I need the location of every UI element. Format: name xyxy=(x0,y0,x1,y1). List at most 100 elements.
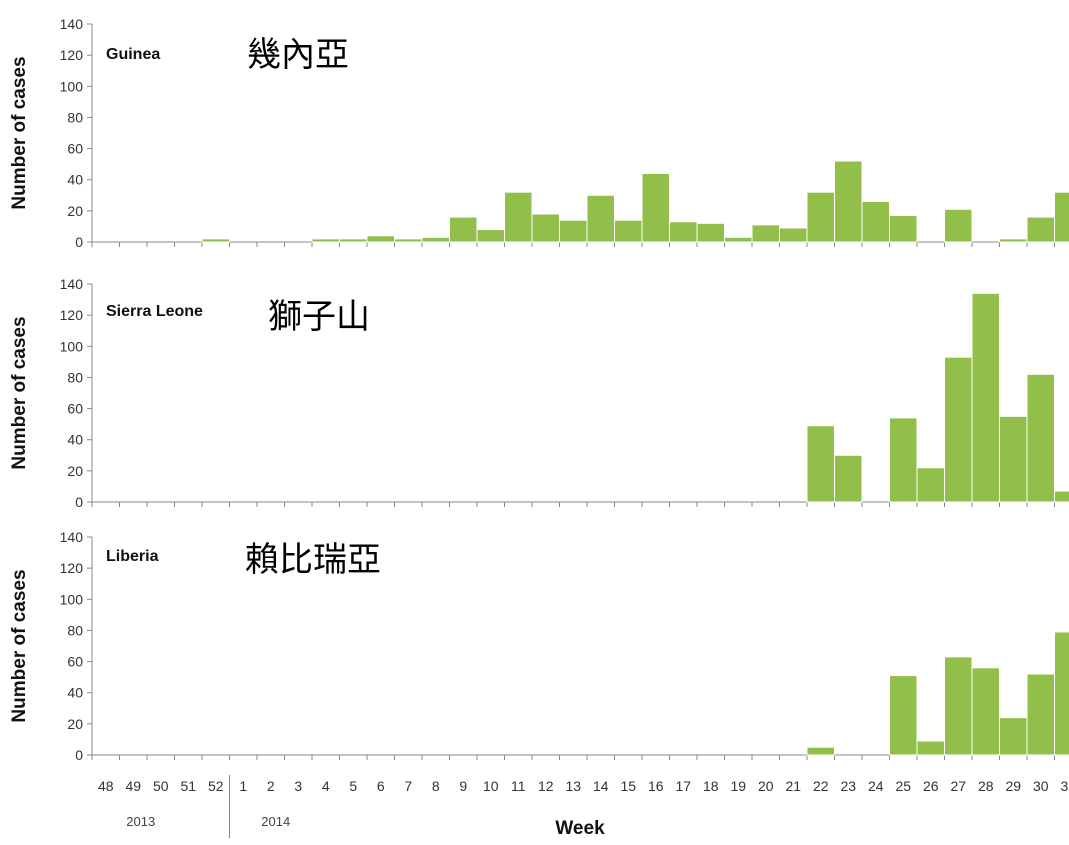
y-tick-label: 80 xyxy=(67,622,83,638)
x-tick-label: 20 xyxy=(758,778,774,794)
bar-guinea xyxy=(862,202,890,242)
bar-liberia xyxy=(972,668,1000,755)
panel-title-chinese: 賴比瑞亞 xyxy=(245,540,381,580)
bar-guinea xyxy=(780,228,808,242)
x-tick-label: 1 xyxy=(239,778,247,794)
y-tick-label: 40 xyxy=(67,432,83,448)
bar-liberia xyxy=(945,657,973,755)
x-tick-label: 15 xyxy=(620,778,636,794)
bar-guinea xyxy=(835,161,863,242)
y-tick-label: 40 xyxy=(67,172,83,188)
bar-guinea xyxy=(752,225,780,242)
bar-guinea xyxy=(560,220,588,242)
x-tick-label: 52 xyxy=(208,778,224,794)
panel-title-chinese: 幾內亞 xyxy=(247,35,349,75)
x-tick-label: 14 xyxy=(593,778,609,794)
x-tick-label: 11 xyxy=(511,778,526,794)
x-tick-label: 17 xyxy=(675,778,691,794)
x-tick-label: 26 xyxy=(923,778,939,794)
bar-guinea xyxy=(945,209,973,242)
bar-guinea xyxy=(1000,239,1028,242)
bar-liberia xyxy=(807,747,835,755)
bar-guinea xyxy=(615,220,643,242)
y-tick-label: 100 xyxy=(60,78,84,94)
bar-guinea xyxy=(1055,192,1069,242)
y-tick-label: 0 xyxy=(75,234,83,250)
y-tick-label: 20 xyxy=(67,716,83,732)
bar-guinea xyxy=(725,237,753,242)
y-tick-label: 60 xyxy=(67,401,83,417)
bar-guinea xyxy=(395,239,423,242)
y-tick-label: 140 xyxy=(60,529,84,545)
x-tick-label: 18 xyxy=(703,778,719,794)
panel-title-chinese: 獅子山 xyxy=(268,297,370,337)
y-tick-label: 140 xyxy=(60,276,84,292)
x-tick-label: 48 xyxy=(98,778,114,794)
bar-guinea xyxy=(1027,217,1055,242)
x-tick-label: 4 xyxy=(322,778,330,794)
x-tick-label: 13 xyxy=(565,778,581,794)
bar-guinea xyxy=(477,230,505,242)
bar-sierra-leone xyxy=(890,418,918,502)
bar-guinea xyxy=(312,239,340,242)
y-axis-title: Number of cases xyxy=(9,56,30,209)
panel-title: Liberia xyxy=(106,548,159,565)
bar-sierra-leone xyxy=(1055,491,1069,502)
y-tick-label: 120 xyxy=(60,307,84,323)
bar-liberia xyxy=(1055,632,1069,755)
panel-title: Sierra Leone xyxy=(106,303,203,320)
x-tick-label: 7 xyxy=(404,778,412,794)
x-tick-label: 31 xyxy=(1060,778,1069,794)
x-tick-label: 49 xyxy=(125,778,141,794)
bar-liberia xyxy=(917,741,945,755)
x-tick-label: 12 xyxy=(538,778,554,794)
y-tick-label: 0 xyxy=(75,747,83,763)
bar-sierra-leone xyxy=(945,357,973,502)
y-tick-label: 140 xyxy=(60,16,84,32)
x-tick-label: 23 xyxy=(840,778,856,794)
bar-liberia xyxy=(1000,718,1028,755)
x-tick-label: 19 xyxy=(730,778,746,794)
x-tick-label: 25 xyxy=(895,778,911,794)
bar-guinea xyxy=(450,217,478,242)
bar-guinea xyxy=(642,173,670,242)
bar-guinea xyxy=(367,236,395,242)
bar-guinea xyxy=(807,192,835,242)
panel-title: Guinea xyxy=(106,46,160,63)
bar-guinea xyxy=(422,237,450,242)
x-tick-label: 6 xyxy=(377,778,385,794)
bar-sierra-leone xyxy=(835,455,863,502)
bar-sierra-leone xyxy=(972,293,1000,502)
x-tick-label: 10 xyxy=(483,778,499,794)
x-tick-label: 50 xyxy=(153,778,169,794)
y-tick-label: 20 xyxy=(67,203,83,219)
x-tick-label: 29 xyxy=(1005,778,1021,794)
x-tick-label: 3 xyxy=(294,778,302,794)
x-axis-title: Week xyxy=(555,818,605,839)
y-tick-label: 0 xyxy=(75,494,83,510)
bar-guinea xyxy=(202,239,230,242)
y-tick-label: 100 xyxy=(60,591,84,607)
y-axis-title: Number of cases xyxy=(9,316,30,469)
y-tick-label: 60 xyxy=(67,654,83,670)
bar-guinea xyxy=(505,192,533,242)
y-tick-label: 40 xyxy=(67,685,83,701)
y-tick-label: 60 xyxy=(67,141,83,157)
y-tick-label: 80 xyxy=(67,369,83,385)
bar-guinea xyxy=(670,222,698,242)
year-label: 2013 xyxy=(126,814,155,829)
x-tick-label: 2 xyxy=(267,778,275,794)
x-tick-label: 24 xyxy=(868,778,884,794)
x-tick-label: 51 xyxy=(180,778,196,794)
x-tick-label: 28 xyxy=(978,778,994,794)
bar-guinea xyxy=(697,223,725,242)
bar-guinea xyxy=(532,214,560,242)
bar-sierra-leone xyxy=(1027,374,1055,502)
bar-guinea xyxy=(587,195,615,242)
year-label: 2014 xyxy=(261,814,290,829)
y-axis-title: Number of cases xyxy=(9,569,30,722)
bar-sierra-leone xyxy=(1000,416,1028,502)
x-tick-label: 27 xyxy=(950,778,966,794)
y-tick-label: 120 xyxy=(60,560,84,576)
